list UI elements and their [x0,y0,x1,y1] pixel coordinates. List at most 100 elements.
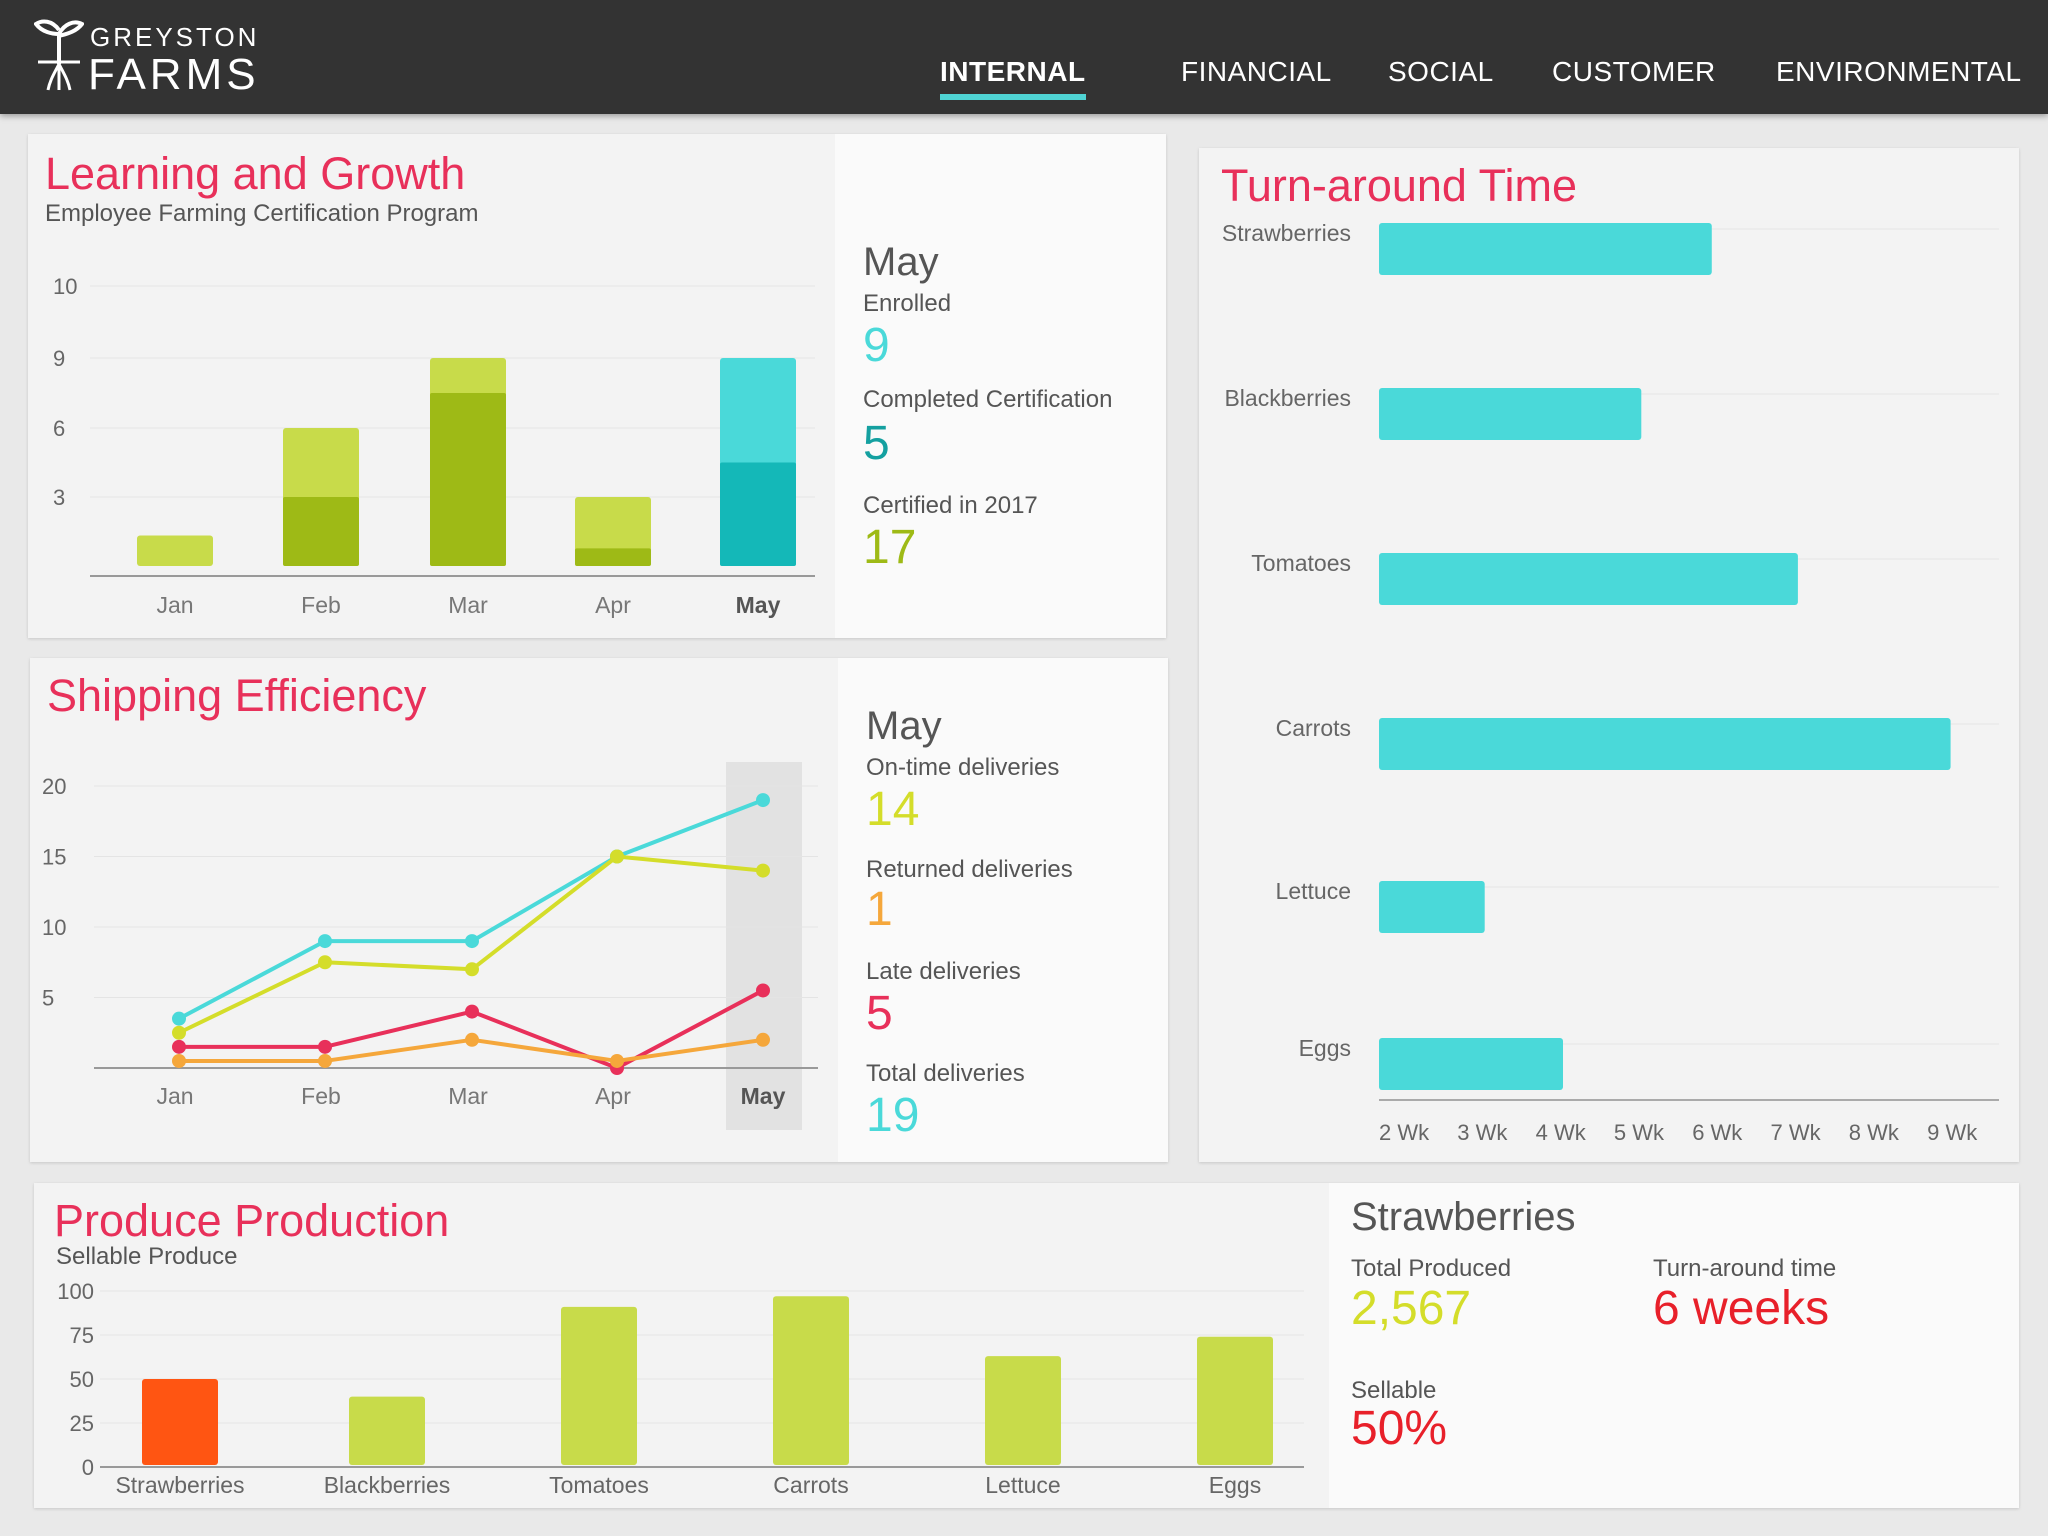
production-bar [985,1356,1061,1465]
greyston-farms-logo[interactable]: GREYSTON FARMS [34,18,264,99]
y-category-label: Strawberries [1222,220,1351,246]
certified-value: 17 [863,521,917,574]
shipping-chart: 5 10 15 20 Jan Feb Mar Apr May [42,762,818,1130]
x-tick-label: May [741,1083,786,1109]
shipping-efficiency-card: Shipping Efficiency 5 10 15 20 Jan Feb Mar Apr M… [30,658,1168,1162]
data-point [172,1011,186,1026]
sellable-value: 50% [1351,1402,1448,1455]
data-point [318,1053,332,1068]
stats-month: May [866,704,942,748]
production-bar [561,1306,637,1465]
x-tick-label: Feb [301,1083,341,1109]
production-chart: 0 25 50 75 100 Strawberries Blackberries Tomato… [57,1279,1304,1498]
production-bar [1197,1336,1273,1465]
series-line [179,988,764,1070]
completed-bar [283,497,359,566]
detail-produce-name: Strawberries [1351,1195,1576,1239]
nav-tab-financial[interactable]: FINANCIAL [1181,56,1332,88]
nav-tab-environmental[interactable]: ENVIRONMENTAL [1776,56,2022,88]
ontime-label: On-time deliveries [866,754,1060,781]
x-tick-label: Blackberries [324,1472,451,1498]
x-tick-label: 8 Wk [1849,1120,1900,1145]
total-produced-value: 2,567 [1351,1282,1472,1335]
learning-growth-card: Learning and Growth Employee Farming Cer… [28,134,1166,638]
card-subtitle: Employee Farming Certification Program [45,200,479,227]
data-point [610,849,624,864]
turnaround-bar [1379,881,1485,933]
x-tick-label: Jan [156,592,193,618]
y-category-label: Blackberries [1224,385,1351,411]
x-tick-label: 3 Wk [1457,1120,1508,1145]
y-tick-label: 20 [42,774,66,799]
completed-bar [575,548,651,566]
x-tick-label: Lettuce [985,1472,1060,1498]
logo-text-farms: FARMS [88,50,260,99]
y-tick-label: 10 [53,274,77,299]
completed-bar [430,393,506,566]
y-category-label: Lettuce [1276,878,1351,904]
nav-tab-label: CUSTOMER [1552,56,1716,87]
y-tick-label: 9 [53,346,65,371]
turnaround-bar [1379,718,1951,770]
data-point [172,1053,186,1068]
x-tick-label: Feb [301,592,341,618]
turnaround-bar [1379,388,1642,440]
shipping-stats-panel: May On-time deliveries 14 Returned deliv… [838,658,1168,1162]
y-tick-label: 25 [70,1411,94,1436]
data-point [756,863,770,878]
turnaround-bar [1379,1038,1564,1090]
data-point [318,934,332,949]
data-point [610,1053,624,1068]
turnaround-bar [1379,553,1798,605]
y-tick-label: 15 [42,845,66,870]
x-tick-label: Mar [448,592,488,618]
data-point [318,955,332,970]
turnaround-time-card: Turn-around Time Strawberries Blackberrie… [1199,148,2019,1162]
y-category-label: Eggs [1299,1035,1351,1061]
nav-tab-label: SOCIAL [1388,56,1494,87]
nav-tab-customer[interactable]: CUSTOMER [1552,56,1716,88]
nav-tab-label: INTERNAL [940,56,1086,87]
data-point [756,1032,770,1047]
turnaround-label: Turn-around time [1653,1255,1837,1282]
series-line [178,798,764,1021]
y-category-label: Carrots [1276,715,1351,741]
data-point [756,983,770,998]
production-detail-panel: Strawberries Total Produced 2,567 Turn-a… [1329,1183,2019,1508]
y-tick-label: 50 [70,1367,94,1392]
learning-stats-panel: May Enrolled 9 Completed Certification 5… [835,134,1166,638]
completed-bar [720,462,796,566]
turnaround-chart: Strawberries Blackberries Tomatoes Carrots L… [1222,220,1999,1145]
data-point [172,1039,186,1054]
enrolled-label: Enrolled [863,290,952,317]
nav-tab-internal[interactable]: INTERNAL [940,56,1086,100]
sprout-icon [34,19,84,91]
card-title: Produce Production [54,1195,450,1246]
production-bar [142,1379,218,1465]
x-tick-label: Jan [156,1083,193,1109]
x-tick-label: Mar [448,1083,488,1109]
data-point [465,962,479,977]
data-point [465,1032,479,1047]
active-tab-indicator [940,94,1086,100]
x-tick-label: Eggs [1209,1472,1261,1498]
logo-text-greyston: GREYSTON [90,22,260,52]
x-tick-label: Carrots [773,1472,848,1498]
y-tick-label: 10 [42,915,66,940]
top-navigation-bar: GREYSTON FARMS INTERNAL FINANCIAL SOCIAL… [0,0,2048,114]
learning-chart: 3 6 9 10 Jan Feb Mar Apr May [53,274,815,618]
y-tick-label: 0 [82,1455,94,1480]
total-label: Total deliveries [866,1060,1025,1087]
data-point [465,934,479,949]
data-point [756,793,770,808]
x-tick-label: 6 Wk [1692,1120,1743,1145]
y-tick-label: 5 [42,986,54,1011]
x-tick-label: 5 Wk [1614,1120,1665,1145]
card-title: Turn-around Time [1221,160,1577,211]
completed-value: 5 [863,417,890,470]
x-tick-label: May [736,592,781,618]
y-category-label: Tomatoes [1251,550,1351,576]
returned-value: 1 [866,883,893,936]
nav-tab-social[interactable]: SOCIAL [1388,56,1494,88]
completed-label: Completed Certification [863,386,1113,413]
